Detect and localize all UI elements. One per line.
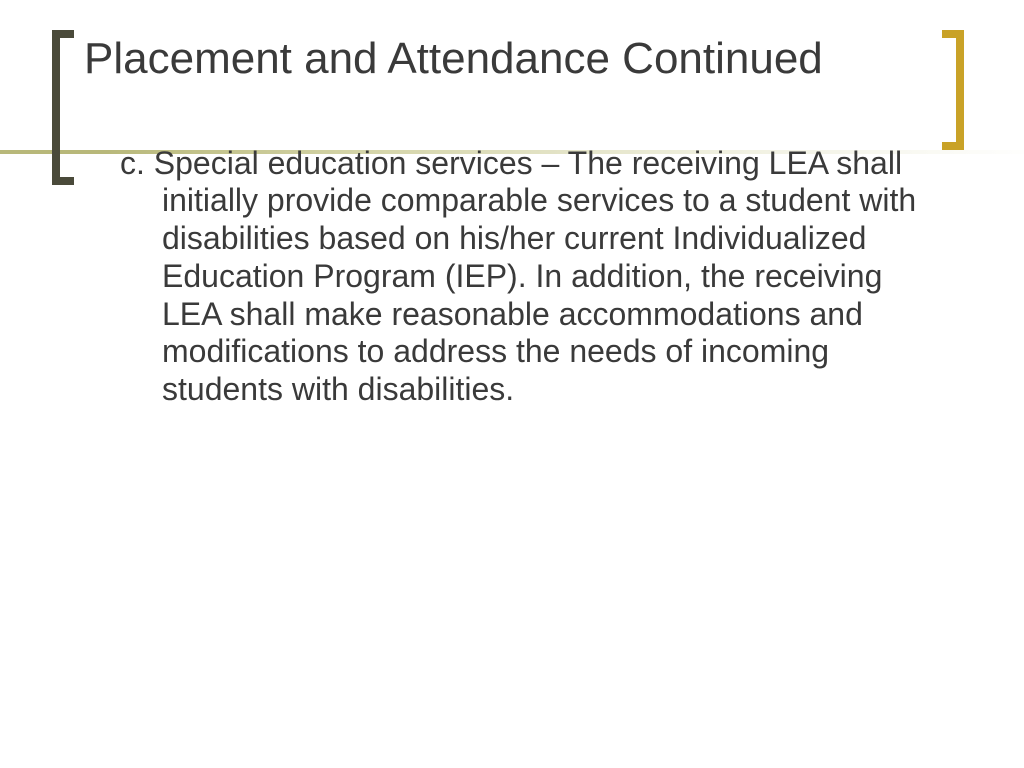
slide-title: Placement and Attendance Continued <box>60 30 964 85</box>
body-content: c. Special education services – The rece… <box>60 145 964 409</box>
left-bracket-icon <box>52 30 74 185</box>
body-text: c. Special education services – The rece… <box>120 145 924 409</box>
slide-container: Placement and Attendance Continued c. Sp… <box>0 0 1024 768</box>
right-bracket-icon <box>942 30 964 150</box>
title-area: Placement and Attendance Continued <box>60 30 964 85</box>
